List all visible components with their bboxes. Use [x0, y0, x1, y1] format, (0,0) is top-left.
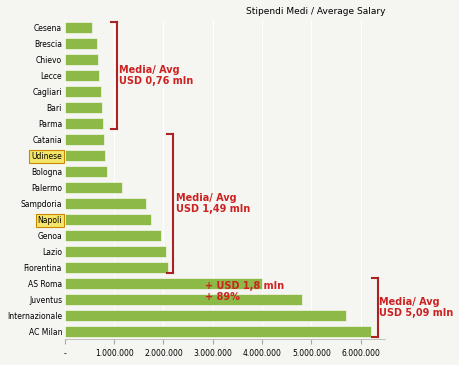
Bar — [65, 310, 345, 320]
Bar — [65, 166, 106, 177]
Bar — [65, 182, 121, 193]
Text: Media/ Avg
USD 1,49 mln: Media/ Avg USD 1,49 mln — [175, 193, 250, 214]
Bar — [65, 102, 101, 113]
Text: Stipendi Medi / Average Salary: Stipendi Medi / Average Salary — [246, 7, 385, 16]
Bar — [65, 150, 105, 161]
Bar — [65, 198, 146, 209]
Text: + USD 1,8 mln
+ 89%: + USD 1,8 mln + 89% — [205, 281, 284, 302]
Bar — [65, 22, 92, 33]
Bar — [65, 70, 99, 81]
Bar — [65, 54, 98, 65]
Bar — [65, 230, 161, 241]
Bar — [65, 246, 166, 257]
Bar — [65, 278, 262, 289]
Bar — [65, 214, 151, 224]
Bar — [65, 326, 370, 337]
Bar — [65, 262, 168, 273]
Bar — [65, 134, 104, 145]
Bar — [65, 86, 101, 97]
Bar — [65, 294, 301, 304]
Text: Media/ Avg
USD 0,76 mln: Media/ Avg USD 0,76 mln — [118, 65, 192, 86]
Bar — [65, 38, 97, 49]
Bar — [65, 118, 103, 128]
Text: Media/ Avg
USD 5,09 mln: Media/ Avg USD 5,09 mln — [379, 296, 453, 318]
